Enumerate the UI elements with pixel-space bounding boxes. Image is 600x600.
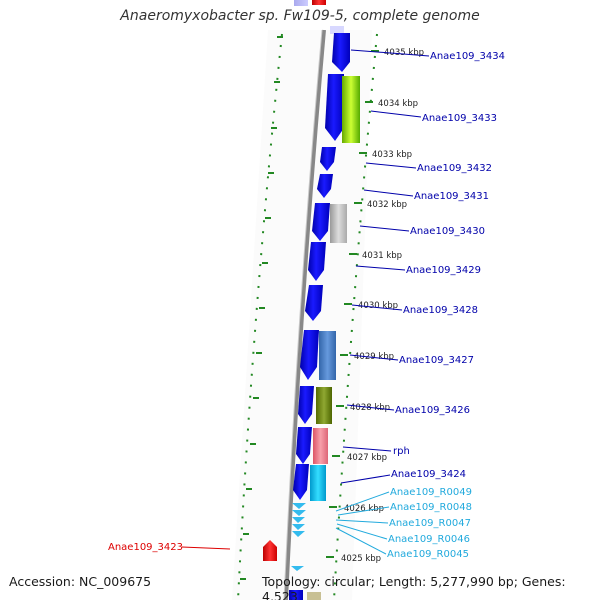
gene-partial-top-lavender xyxy=(294,0,308,6)
trna-anae109-r0049[interactable] xyxy=(292,503,306,509)
cog-box-3427 xyxy=(319,331,336,380)
gene-anae109-3424[interactable] xyxy=(293,464,309,500)
kbp-label-4035: 4035 kbp xyxy=(384,48,424,58)
trna-genes xyxy=(291,503,306,571)
cog-box-3430 xyxy=(330,204,347,243)
gene-anae109-3423[interactable] xyxy=(263,540,277,561)
trna-anae109-r0047[interactable] xyxy=(292,517,305,523)
label-rph[interactable]: rph xyxy=(393,446,410,457)
gene-partial-bottom xyxy=(289,590,303,600)
gene-anae109-3434[interactable] xyxy=(332,33,350,72)
cog-box-rph xyxy=(313,428,328,464)
label-anae109-3428[interactable]: Anae109_3428 xyxy=(403,305,478,316)
accession-text: Accession: NC_009675 xyxy=(9,574,152,589)
label-anae109-r0045[interactable]: Anae109_R0045 xyxy=(387,549,469,560)
genome-backbone-highlight xyxy=(283,29,323,600)
gene-anae109-3430[interactable] xyxy=(312,203,330,241)
label-anae109-r0046[interactable]: Anae109_R0046 xyxy=(388,534,470,545)
gene-anae109-3429[interactable] xyxy=(308,242,326,281)
cog-box-3426 xyxy=(316,387,332,424)
gene-rph[interactable] xyxy=(296,427,312,464)
gene-anae109-3431[interactable] xyxy=(317,174,333,198)
kbp-label-4026: 4026 kbp xyxy=(344,504,384,514)
gene-partial-top-red xyxy=(312,0,326,5)
kbp-label-4031: 4031 kbp xyxy=(362,251,402,261)
label-anae109-3434[interactable]: Anae109_3434 xyxy=(430,51,505,62)
label-anae109-3430[interactable]: Anae109_3430 xyxy=(410,226,485,237)
label-anae109-3423[interactable]: Anae109_3423 xyxy=(108,542,183,553)
cog-box-3424 xyxy=(310,465,326,501)
trna-anae109-r0045[interactable] xyxy=(292,531,305,537)
kbp-label-4027: 4027 kbp xyxy=(347,453,387,463)
cog-box-bottom xyxy=(307,592,321,600)
gene-anae109-3432[interactable] xyxy=(320,147,336,171)
topology-text: Topology: circular; Length: 5,277,990 bp… xyxy=(262,574,566,600)
gene-anae109-3426[interactable] xyxy=(298,386,314,424)
gene-partial-top-pale xyxy=(330,26,344,34)
trna-anae109-r0046[interactable] xyxy=(292,524,305,530)
label-anae109-3429[interactable]: Anae109_3429 xyxy=(406,265,481,276)
trna-partial-bottom xyxy=(291,566,304,571)
kbp-label-4032: 4032 kbp xyxy=(367,200,407,210)
label-anae109-3427[interactable]: Anae109_3427 xyxy=(399,355,474,366)
label-anae109-3432[interactable]: Anae109_3432 xyxy=(417,163,492,174)
kbp-label-4029: 4029 kbp xyxy=(354,352,394,362)
kbp-label-4028: 4028 kbp xyxy=(350,403,390,413)
gene-anae109-3428[interactable] xyxy=(305,285,323,321)
gene-anae109-3427[interactable] xyxy=(300,330,319,380)
genome-backbone xyxy=(284,29,326,600)
map-title: Anaeromyxobacter sp. Fw109-5, complete g… xyxy=(120,8,480,24)
kbp-label-4025: 4025 kbp xyxy=(341,554,381,564)
kbp-label-4033: 4033 kbp xyxy=(372,150,412,160)
kbp-label-4030: 4030 kbp xyxy=(358,301,398,311)
kbp-labels: 4035 kbp 4034 kbp 4033 kbp 4032 kbp 4031… xyxy=(341,48,424,564)
gene-labels: Anae109_3434 Anae109_3433 Anae109_3432 A… xyxy=(108,51,505,560)
cog-box-3433 xyxy=(342,76,360,143)
label-anae109-r0049[interactable]: Anae109_R0049 xyxy=(390,487,472,498)
outer-kbp-ticks xyxy=(326,50,379,558)
label-connectors xyxy=(181,49,430,555)
kbp-label-4034: 4034 kbp xyxy=(378,99,418,109)
label-anae109-3431[interactable]: Anae109_3431 xyxy=(414,191,489,202)
gene-anae109-3433[interactable] xyxy=(325,74,344,141)
inner-tick-marks xyxy=(240,36,283,580)
label-anae109-3426[interactable]: Anae109_3426 xyxy=(395,405,470,416)
trna-anae109-r0048[interactable] xyxy=(292,510,306,516)
label-anae109-r0048[interactable]: Anae109_R0048 xyxy=(390,502,472,513)
forward-genes xyxy=(289,33,350,600)
label-anae109-3433[interactable]: Anae109_3433 xyxy=(422,113,497,124)
label-anae109-r0047[interactable]: Anae109_R0047 xyxy=(389,518,471,529)
label-anae109-3424[interactable]: Anae109_3424 xyxy=(391,469,466,480)
